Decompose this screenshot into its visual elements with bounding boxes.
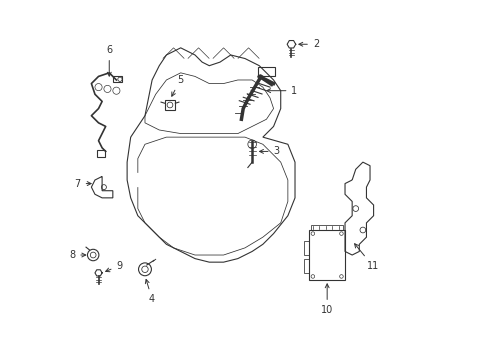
- Text: 11: 11: [355, 244, 379, 271]
- Text: 4: 4: [146, 279, 155, 304]
- Bar: [311, 225, 343, 230]
- Bar: [113, 76, 122, 82]
- Bar: [165, 100, 175, 111]
- Text: 7: 7: [74, 179, 91, 189]
- Bar: [304, 241, 309, 255]
- Bar: [309, 230, 345, 280]
- Text: 1: 1: [267, 86, 297, 96]
- Bar: [258, 67, 275, 76]
- Text: 8: 8: [69, 250, 86, 260]
- Bar: [304, 258, 309, 273]
- Text: 2: 2: [299, 39, 319, 49]
- Text: 3: 3: [260, 147, 280, 157]
- Text: 6: 6: [106, 45, 112, 76]
- Text: 10: 10: [321, 284, 333, 315]
- Text: 5: 5: [172, 75, 183, 96]
- Bar: [97, 150, 104, 157]
- Text: 9: 9: [106, 261, 122, 272]
